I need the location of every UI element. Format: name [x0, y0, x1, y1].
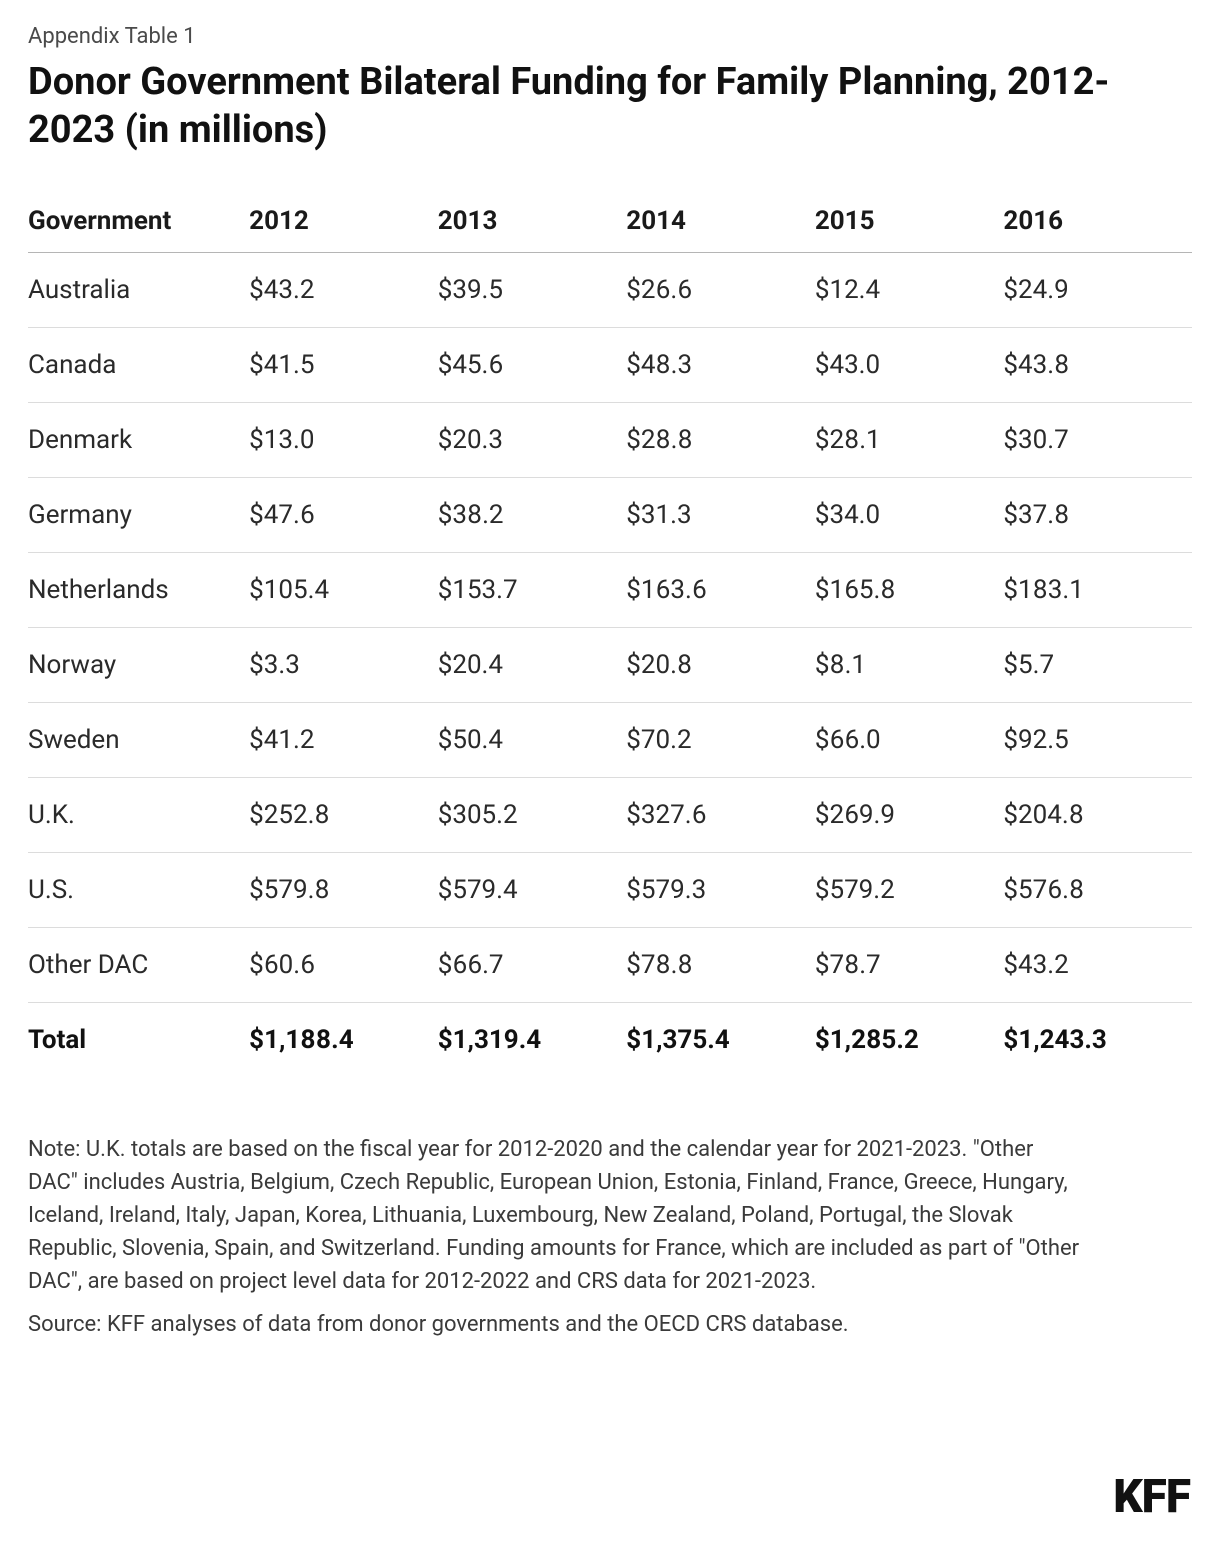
col-header-2012: 2012 [249, 190, 438, 253]
row-value: $39.5 [438, 253, 627, 328]
row-value: $43.2 [249, 253, 438, 328]
row-value: $12.4 [815, 253, 1004, 328]
row-value: $579.2 [815, 853, 1004, 928]
col-header-2016: 2016 [1003, 190, 1192, 253]
row-value: $305.2 [438, 778, 627, 853]
table-caption: Appendix Table 1 [28, 24, 1192, 49]
row-label: U.S. [28, 853, 249, 928]
row-value: $45.6 [438, 328, 627, 403]
row-value: $20.8 [626, 628, 815, 703]
row-value: $252.8 [249, 778, 438, 853]
table-row: Denmark$13.0$20.3$28.8$28.1$30.7 [28, 403, 1192, 478]
table-row: Norway$3.3$20.4$20.8$8.1$5.7 [28, 628, 1192, 703]
total-label: Total [28, 1003, 249, 1078]
row-value: $28.8 [626, 403, 815, 478]
row-value: $5.7 [1003, 628, 1192, 703]
row-value: $66.7 [438, 928, 627, 1003]
table-note: Note: U.K. totals are based on the fisca… [28, 1133, 1088, 1298]
row-value: $78.7 [815, 928, 1004, 1003]
total-value: $1,188.4 [249, 1003, 438, 1078]
table-row: Germany$47.6$38.2$31.3$34.0$37.8 [28, 478, 1192, 553]
row-value: $26.6 [626, 253, 815, 328]
row-value: $20.4 [438, 628, 627, 703]
kff-logo: KFF [1113, 1470, 1190, 1524]
row-label: Sweden [28, 703, 249, 778]
row-value: $50.4 [438, 703, 627, 778]
row-value: $3.3 [249, 628, 438, 703]
row-value: $579.4 [438, 853, 627, 928]
table-total-row: Total$1,188.4$1,319.4$1,375.4$1,285.2$1,… [28, 1003, 1192, 1078]
row-value: $38.2 [438, 478, 627, 553]
row-label: Netherlands [28, 553, 249, 628]
total-value: $1,243.3 [1003, 1003, 1192, 1078]
row-label: Canada [28, 328, 249, 403]
row-value: $78.8 [626, 928, 815, 1003]
total-value: $1,375.4 [626, 1003, 815, 1078]
row-value: $43.2 [1003, 928, 1192, 1003]
table-row: Sweden$41.2$50.4$70.2$66.0$92.5 [28, 703, 1192, 778]
row-value: $41.2 [249, 703, 438, 778]
row-label: Denmark [28, 403, 249, 478]
row-value: $269.9 [815, 778, 1004, 853]
row-value: $24.9 [1003, 253, 1192, 328]
table-row: Other DAC$60.6$66.7$78.8$78.7$43.2 [28, 928, 1192, 1003]
col-header-government: Government [28, 190, 249, 253]
table-row: Netherlands$105.4$153.7$163.6$165.8$183.… [28, 553, 1192, 628]
total-value: $1,319.4 [438, 1003, 627, 1078]
row-value: $20.3 [438, 403, 627, 478]
table-row: U.K.$252.8$305.2$327.6$269.9$204.8 [28, 778, 1192, 853]
row-value: $579.3 [626, 853, 815, 928]
row-value: $47.6 [249, 478, 438, 553]
table-row: Canada$41.5$45.6$48.3$43.0$43.8 [28, 328, 1192, 403]
row-value: $30.7 [1003, 403, 1192, 478]
row-value: $163.6 [626, 553, 815, 628]
row-value: $165.8 [815, 553, 1004, 628]
col-header-2014: 2014 [626, 190, 815, 253]
row-value: $327.6 [626, 778, 815, 853]
funding-table: Government 2012 2013 2014 2015 2016 Aust… [28, 190, 1192, 1077]
row-value: $8.1 [815, 628, 1004, 703]
page-title: Donor Government Bilateral Funding for F… [28, 59, 1192, 154]
row-value: $48.3 [626, 328, 815, 403]
row-value: $153.7 [438, 553, 627, 628]
row-value: $66.0 [815, 703, 1004, 778]
row-label: Norway [28, 628, 249, 703]
table-row: Australia$43.2$39.5$26.6$12.4$24.9 [28, 253, 1192, 328]
row-value: $60.6 [249, 928, 438, 1003]
row-value: $43.8 [1003, 328, 1192, 403]
row-value: $13.0 [249, 403, 438, 478]
row-label: Australia [28, 253, 249, 328]
row-value: $28.1 [815, 403, 1004, 478]
table-row: U.S.$579.8$579.4$579.3$579.2$576.8 [28, 853, 1192, 928]
row-label: U.K. [28, 778, 249, 853]
row-value: $31.3 [626, 478, 815, 553]
row-value: $105.4 [249, 553, 438, 628]
row-label: Other DAC [28, 928, 249, 1003]
row-value: $34.0 [815, 478, 1004, 553]
row-value: $37.8 [1003, 478, 1192, 553]
row-value: $92.5 [1003, 703, 1192, 778]
row-value: $204.8 [1003, 778, 1192, 853]
table-header-row: Government 2012 2013 2014 2015 2016 [28, 190, 1192, 253]
col-header-2013: 2013 [438, 190, 627, 253]
row-value: $579.8 [249, 853, 438, 928]
row-value: $43.0 [815, 328, 1004, 403]
row-value: $41.5 [249, 328, 438, 403]
col-header-2015: 2015 [815, 190, 1004, 253]
total-value: $1,285.2 [815, 1003, 1004, 1078]
row-value: $183.1 [1003, 553, 1192, 628]
row-label: Germany [28, 478, 249, 553]
table-source: Source: KFF analyses of data from donor … [28, 1312, 1192, 1337]
row-value: $576.8 [1003, 853, 1192, 928]
row-value: $70.2 [626, 703, 815, 778]
